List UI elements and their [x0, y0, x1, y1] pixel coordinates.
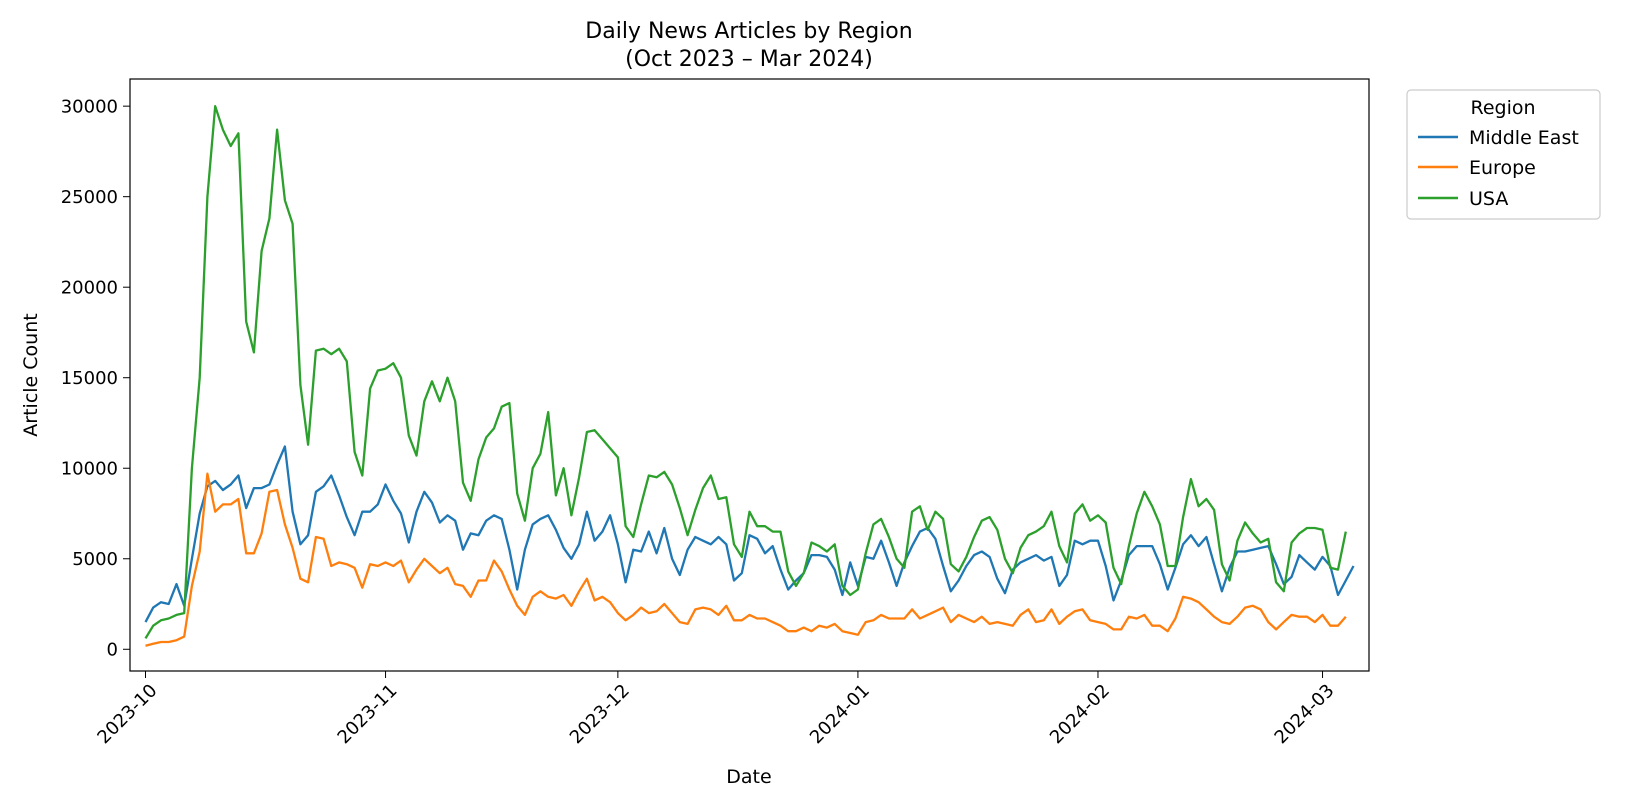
series-line-europe: [145, 472, 1347, 647]
y-axis-ticks: 0 5000 10000 15000 20000 25000 30000: [61, 96, 130, 661]
legend: Region Middle East Europe USA: [1406, 89, 1601, 220]
x-tick-label: 2024-01: [806, 680, 874, 748]
y-tick-label: 25000: [61, 187, 118, 208]
series-line-middle-east: [144, 445, 1355, 623]
y-axis-label: Article Count: [20, 313, 42, 436]
plot-frame: [129, 78, 1370, 672]
legend-box: [1406, 89, 1601, 220]
y-tick-label: 15000: [61, 368, 118, 389]
x-tick-label: 2024-03: [1270, 680, 1338, 748]
chart-title: Daily News Articles by Region: [585, 19, 912, 44]
x-tick-label: 2023-12: [566, 680, 634, 748]
chart-subtitle: (Oct 2023 – Mar 2024): [625, 47, 873, 72]
y-tick-label: 20000: [61, 277, 118, 298]
y-tick-label: 30000: [61, 96, 118, 117]
x-axis-ticks: 2023-10 2023-11 2023-12 2024-01 2024-02 2024-…: [93, 671, 1339, 748]
legend-title: Region: [1470, 97, 1535, 119]
legend-label-usa: USA: [1469, 188, 1508, 210]
x-tick-label: 2023-11: [333, 680, 401, 748]
y-tick-label: 10000: [61, 459, 118, 480]
legend-label-europe: Europe: [1469, 157, 1536, 179]
x-axis-label: Date: [726, 766, 771, 788]
x-tick-label: 2023-10: [93, 680, 161, 748]
series-layer: [144, 105, 1355, 647]
y-tick-label: 5000: [72, 549, 118, 570]
legend-label-middle-east: Middle East: [1469, 127, 1579, 149]
x-tick-label: 2024-02: [1046, 680, 1114, 748]
y-tick-label: 0: [107, 640, 118, 661]
series-line-usa: [144, 105, 1347, 639]
